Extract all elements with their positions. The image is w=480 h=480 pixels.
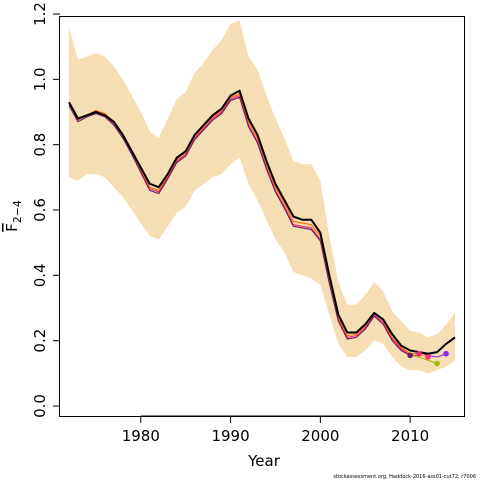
series-line-estimate [68,89,456,355]
x-tick-label: 1980 [122,427,160,445]
endpoint-marker [434,360,440,367]
x-axis: 1980 1990 2000 2010 [122,415,429,445]
x-tick-label: 1990 [211,427,249,445]
x-tick-label: 2000 [301,427,339,445]
y-tick-label: 0.2 [31,329,49,353]
svg-text:F2−4: F2−4 [3,200,24,232]
y-tick-label: 1.0 [31,67,49,91]
endpoint-marker [416,350,422,357]
y-tick-label: 0.8 [31,133,49,157]
y-axis-label-subscript: 2−4 [11,200,24,223]
y-axis-label-main: F [3,223,21,232]
endpoint-marker [425,354,431,360]
endpoint-marker [407,352,413,359]
series-line-retro [410,354,438,365]
y-tick-label: 1.2 [31,2,49,26]
y-axis: 0.0 0.2 0.4 0.6 0.8 1.0 1.2 [31,2,60,418]
x-axis-label: Year [247,452,281,470]
y-tick-label: 0.0 [31,394,49,418]
confidence-band [68,20,456,374]
y-axis-label: F2−4 [3,200,24,232]
x-tick-label: 2010 [391,427,429,445]
y-tick-label: 0.6 [31,198,49,222]
endpoint-marker [443,350,449,357]
series-line-retro [68,96,411,356]
plot-content [68,20,456,374]
credit-text: stockassessment.org, Haddock-2016-ass01-… [333,474,476,480]
y-tick-label: 0.4 [31,263,49,287]
